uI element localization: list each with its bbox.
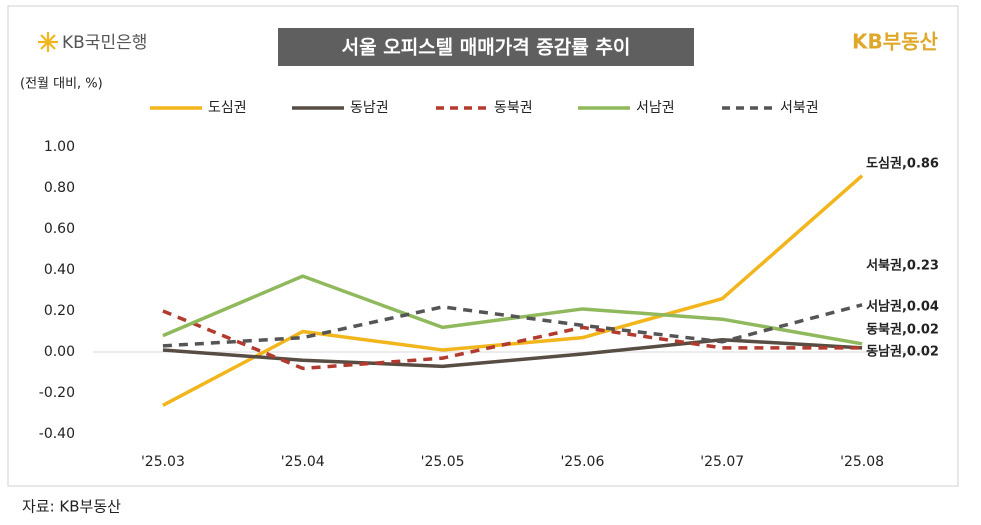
series-line [162, 309, 863, 371]
x-tick-label: '25.03 [141, 454, 185, 470]
bank-logo [38, 32, 58, 52]
y-tick-label: -0.20 [39, 385, 75, 401]
brand-name: KB부동산 [852, 30, 939, 54]
x-tick-label: '25.04 [281, 454, 325, 470]
y-tick-label: 0.20 [44, 303, 75, 319]
legend-label: 도심권 [208, 100, 247, 116]
chart-title: 서울 오피스텔 매매가격 증감률 추이 [342, 37, 631, 59]
y-axis-label: (전월 대비, %) [20, 77, 103, 92]
legend-label: 서북권 [780, 100, 819, 116]
bank-name: KB국민은행 [62, 33, 147, 53]
y-tick-label: 0.80 [44, 180, 75, 196]
y-tick-label: 0.00 [44, 344, 75, 360]
value-label: 동남권,0.02 [866, 344, 939, 360]
series-line [162, 174, 864, 407]
x-tick-label: '25.07 [700, 454, 744, 470]
y-tick-label: 1.00 [44, 139, 75, 155]
series-line [162, 337, 863, 369]
y-tick-label: -0.40 [39, 426, 75, 442]
series-line [162, 274, 863, 346]
y-tick-label: 0.40 [44, 262, 75, 278]
legend-label: 서남권 [636, 100, 675, 116]
y-tick-label: 0.60 [44, 221, 75, 237]
legend-label: 동북권 [494, 100, 533, 116]
legend-label: 동남권 [350, 100, 389, 116]
x-tick-label: '25.05 [421, 454, 465, 470]
chart-frame [7, 5, 959, 487]
value-label: 서북권,0.23 [866, 259, 939, 274]
value-label: 동북권,0.02 [866, 323, 939, 338]
x-tick-label: '25.08 [840, 454, 884, 470]
value-label: 서남권,0.04 [866, 299, 939, 315]
source-note: 자료: KB부동산 [22, 498, 121, 516]
value-label: 도심권,0.86 [866, 156, 939, 172]
x-tick-label: '25.06 [560, 454, 604, 470]
title-box [278, 28, 694, 66]
series-line [162, 303, 863, 348]
